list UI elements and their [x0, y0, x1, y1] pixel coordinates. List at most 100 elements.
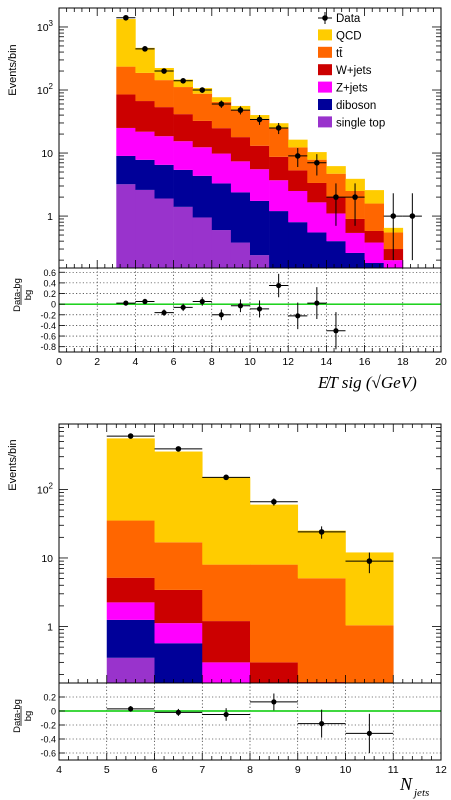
ratio-y-tick-label: 0.4: [43, 278, 56, 288]
data-point: [269, 122, 289, 135]
top-x-axis-title-text: E̸T sig (√GeV): [317, 373, 417, 392]
bottom-x-axis-title: N jets: [399, 774, 429, 799]
ratio-point-marker: [161, 310, 167, 316]
bar-single_top-bin-0: [116, 184, 136, 268]
bar-qcd-bin-11: [326, 166, 346, 174]
legend-label: Z+jets: [336, 83, 368, 95]
data-point-marker: [256, 116, 263, 123]
x-tick-label: 5: [104, 764, 110, 776]
ratio-point-marker: [223, 711, 229, 718]
data-point: [154, 446, 203, 452]
legend-label: QCD: [336, 30, 362, 42]
ratio-point-marker: [123, 300, 129, 306]
legend-item-single_top: single top: [318, 116, 385, 129]
bar-wjets-bin-0: [106, 577, 155, 603]
ratio-point: [288, 302, 308, 330]
bar-zjets-bin-0: [106, 602, 155, 620]
ratio-y-tick-label: -0.2: [40, 310, 56, 320]
ratio-point-marker: [295, 313, 301, 319]
x-tick-label: 0: [56, 356, 62, 368]
bar-wjets-bin-10: [307, 182, 327, 203]
bar-wjets-bin-5: [211, 128, 232, 154]
ratio-point: [202, 708, 250, 721]
bar-ttbar-bin-1: [135, 72, 155, 102]
data-point: [250, 498, 298, 506]
top-x-axis-title: E̸T sig (√GeV): [317, 373, 417, 392]
bar-zjets-bin-12: [345, 232, 365, 253]
bar-ttbar-bin-2: [154, 80, 174, 108]
bar-zjets-bin-6: [230, 161, 251, 193]
data-point-marker: [142, 46, 148, 52]
data-point: [307, 154, 327, 176]
bar-diboson-bin-11: [326, 241, 346, 268]
bar-wjets-bin-3: [173, 114, 193, 142]
ratio-point: [269, 273, 289, 298]
ratio-y-tick-label: 0.2: [43, 693, 56, 703]
ratio-y-tick-label: 0: [51, 707, 56, 717]
ratio-y-tick-label: -0.8: [40, 342, 56, 352]
bar-ttbar-bin-6: [230, 110, 251, 138]
data-point: [326, 183, 346, 226]
ratio-point: [230, 299, 250, 313]
bar-qcd-bin-9: [288, 139, 308, 148]
legend-label: single top: [336, 117, 385, 129]
bar-diboson-bin-9: [288, 222, 308, 268]
y-tick-label: 10: [41, 553, 53, 565]
data-point: [116, 14, 136, 21]
bar-single_top-bin-6: [230, 242, 251, 268]
data-point-marker: [390, 213, 397, 219]
ratio-point-marker: [180, 304, 186, 310]
ratio-point-marker: [256, 306, 263, 312]
ratio-point-marker: [333, 328, 339, 334]
bar-ttbar-bin-3: [173, 87, 193, 115]
bar-diboson-bin-1: [154, 643, 203, 683]
bar-wjets-bin-6: [230, 137, 251, 162]
legend-item-diboson: diboson: [318, 99, 376, 112]
bottom-ratio-plot: 0.2 0 -0.2 -0.4 -0.64 5 6 7 8 9 10 11 12: [40, 682, 447, 776]
x-tick-label: 4: [56, 764, 62, 776]
x-tick-label: 10: [244, 356, 256, 368]
bar-zjets-bin-0: [116, 127, 136, 156]
y-tick-label: 102: [37, 82, 54, 97]
ratio-point: [345, 713, 394, 753]
bar-zjets-bin-7: [250, 169, 270, 201]
ratio-point-marker: [175, 709, 181, 716]
bar-ttbar-bin-5: [345, 625, 394, 683]
x-tick-label: 18: [397, 356, 409, 368]
bar-ttbar-bin-0: [116, 66, 136, 95]
bar-diboson-bin-1: [135, 159, 155, 190]
data-point-marker: [409, 213, 416, 219]
bar-ttbar-bin-7: [250, 118, 270, 146]
data-point: [230, 106, 250, 115]
legend-label: W+jets: [336, 65, 372, 77]
bottom-main-plot: 1 10 102: [37, 423, 442, 684]
ratio-y-tick-label: -0.4: [40, 321, 56, 331]
bar-wjets-bin-9: [288, 170, 308, 191]
data-point: [297, 526, 346, 539]
bar-diboson-bin-7: [250, 200, 270, 256]
data-point: [106, 433, 155, 439]
top-y-axis-title: Events/bin: [7, 44, 19, 95]
ratio-point: [135, 298, 155, 305]
bottom-ratio-label-numerator: Data-bg: [12, 699, 23, 733]
ratio-point-marker: [319, 721, 325, 727]
ratio-point-marker: [128, 706, 134, 712]
bar-single_top-bin-5: [211, 230, 232, 268]
data-point-marker: [127, 433, 134, 439]
bottom-chart: Events/bin 1 10 102 Data-bg bg 0.2 0 -0.2 -0.…: [7, 423, 447, 799]
bar-wjets-bin-1: [135, 101, 155, 132]
bar-diboson-bin-5: [211, 183, 232, 231]
data-point-marker: [294, 153, 301, 159]
bar-diboson-bin-10: [307, 232, 327, 268]
bar-diboson-bin-0: [106, 619, 155, 658]
x-tick-label: 8: [247, 764, 253, 776]
y-tick-label: 10: [41, 148, 53, 160]
ratio-point-marker: [237, 303, 244, 309]
ratio-point-marker: [276, 282, 282, 289]
data-point-marker: [366, 558, 373, 564]
data-point-marker: [275, 125, 282, 131]
bar-single_top-bin-1: [135, 189, 155, 268]
bar-ttbar-bin-5: [211, 101, 232, 129]
bar-diboson-bin-13: [364, 263, 384, 268]
